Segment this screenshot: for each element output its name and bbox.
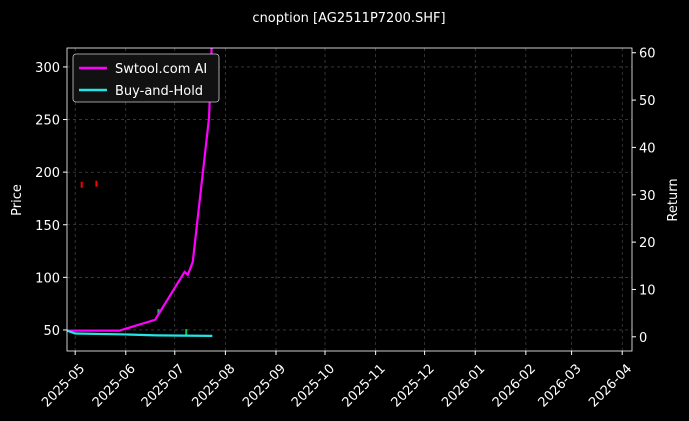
y-axis-label: Price (10, 184, 25, 216)
x-tick-label: 2025-06 (90, 361, 139, 410)
y-tick-label: 250 (35, 114, 60, 129)
signal-marker (95, 180, 98, 187)
y2-tick-label: 0 (639, 331, 647, 346)
chart-title: cnoption [AG2511P7200.SHF] (252, 11, 445, 26)
y-tick-label: 50 (43, 324, 60, 339)
y2-axis-label: Return (666, 178, 681, 221)
x-tick-label: 2025-09 (240, 361, 289, 410)
x-tick-label: 2026-03 (536, 361, 585, 410)
y2-tick-label: 40 (639, 141, 656, 156)
y-tick-label: 150 (35, 219, 60, 234)
signal-marker (80, 181, 83, 188)
plot-area (67, 48, 213, 337)
y-tick-label: 200 (35, 166, 60, 181)
legend-label: Buy-and-Hold (115, 84, 203, 99)
x-tick-label: 2026-04 (586, 361, 635, 410)
legend-label: Swtool.com AI (115, 62, 207, 77)
signal-marker (157, 309, 160, 316)
x-tick-label: 2025-08 (189, 361, 238, 410)
y2-tick-label: 10 (639, 283, 656, 298)
y2-tick-label: 50 (639, 94, 656, 109)
signal-marker (185, 329, 188, 336)
x-tick-label: 2025-12 (389, 361, 438, 410)
legend-box (72, 53, 220, 103)
y-tick-label: 300 (35, 61, 60, 76)
x-tick-label: 2025-10 (289, 361, 338, 410)
x-tick-label: 2025-07 (139, 361, 188, 410)
x-tick-label: 2025-11 (340, 361, 389, 410)
series-line (67, 329, 213, 337)
y2-tick-label: 60 (639, 47, 656, 62)
x-tick-label: 2026-02 (490, 361, 539, 410)
plot-frame (66, 47, 633, 352)
x-tick-label: 2026-01 (439, 361, 488, 410)
y2-tick-label: 30 (639, 189, 656, 204)
y-tick-label: 100 (35, 271, 60, 286)
y2-tick-label: 20 (639, 236, 656, 251)
x-tick-label: 2025-05 (39, 361, 88, 410)
series-line (67, 48, 213, 332)
